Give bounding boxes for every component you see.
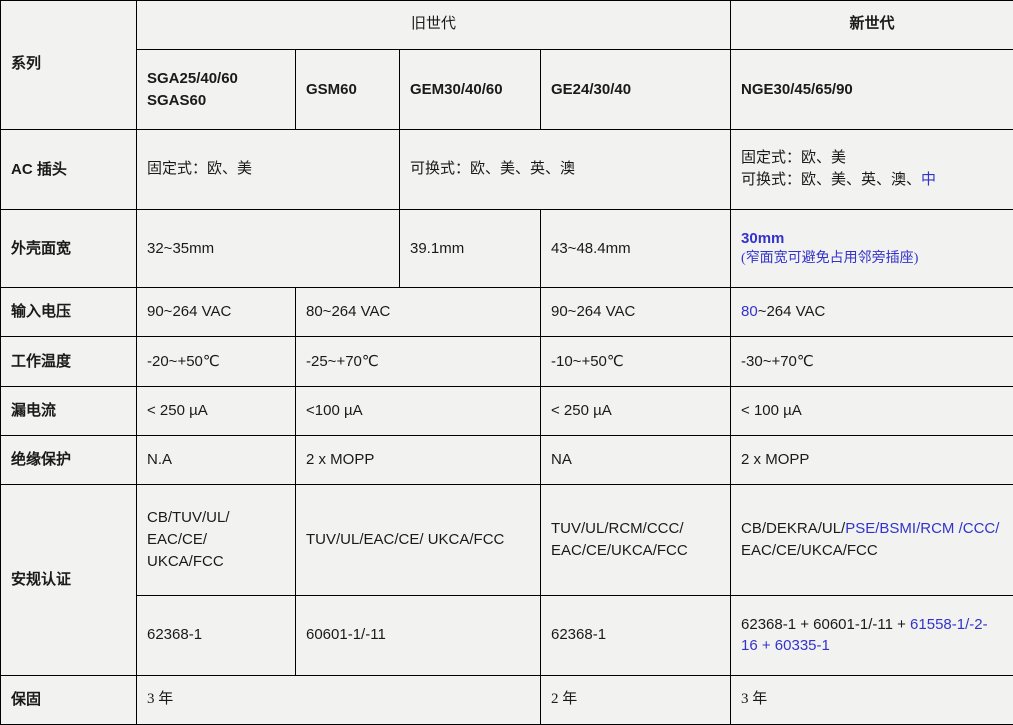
input-voltage-col1: 90~264 VAC: [136, 287, 296, 338]
standards-col23: 60601-1/-11: [295, 594, 541, 676]
standards-col1: 62368-1: [136, 594, 296, 676]
safety-cert-new-gen-part1: CB/DEKRA/UL/: [741, 520, 846, 538]
table-row-insulation: 绝缘保护 N.A 2 x MOPP NA 2 x MOPP: [0, 434, 1013, 485]
row-label-leakage-current: 漏电流: [0, 385, 137, 436]
operating-temp-new-gen: -30~+70℃: [730, 336, 1013, 387]
table-row-leakage-current: 漏电流 < 250 µA <100 µA < 250 µA < 100 µA: [0, 385, 1013, 436]
input-voltage-new-gen-min: 80: [741, 303, 758, 321]
table-row-generation-header: 系列 旧世代 新世代: [0, 0, 1013, 131]
standards-new-gen-base: 62368-1 + 60601-1/-11 +: [741, 615, 911, 633]
table-row-ac-plug: AC 插头 固定式：欧、美 可换式：欧、美、英、澳 固定式：欧、美 可换式：欧、…: [0, 129, 1013, 211]
model-sga-line1: SGA25/40/60: [147, 69, 238, 87]
case-width-new-gen-value: 30mm: [741, 229, 785, 247]
safety-cert-col23: TUV/UL/EAC/CE/ UKCA/FCC: [295, 483, 541, 596]
ac-plug-old-right: 可换式：欧、美、英、澳: [398, 129, 732, 211]
model-sga-line2: SGAS60: [147, 91, 207, 109]
input-voltage-new-gen-rest: ~264 VAC: [757, 303, 826, 321]
case-width-col12: 32~35mm: [136, 209, 400, 289]
warranty-new-gen: 3 年: [730, 674, 1013, 725]
model-nge-series: NGE30/45/65/90: [730, 49, 1013, 131]
operating-temp-col23: -25~+70℃: [295, 336, 541, 387]
ac-plug-new-gen-interchangeable: 可换式：欧、美、英、澳、中: [741, 170, 1003, 192]
header-series-label: 系列: [0, 0, 137, 131]
table-row-model-names: SGA25/40/60 SGAS60 GSM60 GEM30/40/60 GE2…: [1, 49, 1013, 131]
leakage-current-new-gen: < 100 µA: [730, 385, 1013, 436]
ac-plug-new-gen-fixed: 固定式：欧、美: [741, 149, 847, 166]
leakage-current-col1: < 250 µA: [136, 385, 296, 436]
row-label-case-width: 外壳面宽: [0, 209, 137, 289]
note-paren-open: (: [741, 251, 746, 267]
note-text: 窄面宽可避免占用邻旁插座: [745, 251, 914, 267]
model-gem-series: GEM30/40/60: [399, 49, 541, 131]
model-sga-series: SGA25/40/60 SGAS60: [136, 49, 296, 131]
table-row-case-width: 外壳面宽 32~35mm 39.1mm 43~48.4mm 30mm (窄面宽可…: [0, 209, 1013, 289]
model-ge-series: GE24/30/40: [539, 49, 732, 131]
row-label-operating-temp: 工作温度: [0, 336, 137, 387]
table-row-warranty: 保固 3 年 2 年 3 年: [0, 674, 1013, 725]
input-voltage-col4: 90~264 VAC: [539, 287, 732, 338]
row-label-ac-plug: AC 插头: [0, 129, 137, 211]
row-label-insulation: 绝缘保护: [0, 434, 137, 485]
insulation-new-gen: 2 x MOPP: [730, 434, 1013, 485]
header-old-generation: 旧世代: [135, 0, 732, 51]
insulation-col1: N.A: [136, 434, 296, 485]
standards-new-gen: 62368-1 + 60601-1/-11 + 61558-1/-2-16 + …: [730, 594, 1013, 676]
operating-temp-col4: -10~+50℃: [539, 336, 732, 387]
case-width-new-gen-note: (窄面宽可避免占用邻旁插座): [741, 249, 1003, 269]
standards-new-gen-added: 61558-1/-2-16 + 60335-1: [741, 615, 988, 655]
safety-cert-new-gen: CB/DEKRA/UL/PSE/BSMI/RCM /CCC/ EAC/CE/UK…: [730, 483, 1013, 596]
ac-plug-new-gen-region-china: 中: [921, 171, 937, 188]
table-row-safety-cert: 安规认证 CB/TUV/UL/ EAC/CE/ UKCA/FCC TUV/UL/…: [0, 483, 1013, 676]
case-width-new-gen: 30mm (窄面宽可避免占用邻旁插座): [730, 209, 1013, 289]
warranty-col4: 2 年: [539, 674, 732, 725]
table-row-input-voltage: 输入电压 90~264 VAC 80~264 VAC 90~264 VAC 80…: [0, 287, 1013, 338]
safety-cert-new-gen-highlight: PSE/BSMI/RCM /CCC/: [845, 520, 1000, 538]
standards-col4: 62368-1: [539, 594, 732, 676]
safety-cert-new-gen-part2: EAC/CE/UKCA/FCC: [741, 541, 878, 559]
warranty-col123: 3 年: [136, 674, 541, 725]
case-width-col4: 43~48.4mm: [539, 209, 732, 289]
row-label-safety-cert: 安规认证: [0, 483, 137, 676]
row-label-warranty: 保固: [0, 674, 137, 725]
ac-plug-new-gen: 固定式：欧、美 可换式：欧、美、英、澳、中: [730, 129, 1013, 211]
note-paren-close: ): [913, 251, 919, 267]
insulation-col23: 2 x MOPP: [295, 434, 541, 485]
leakage-current-col23: <100 µA: [295, 385, 541, 436]
case-width-col3: 39.1mm: [399, 209, 541, 289]
safety-cert-col1: CB/TUV/UL/ EAC/CE/ UKCA/FCC: [136, 483, 296, 596]
operating-temp-col1: -20~+50℃: [136, 336, 296, 387]
header-new-generation: 新世代: [730, 0, 1013, 51]
safety-cert-col4: TUV/UL/RCM/CCC/ EAC/CE/UKCA/FCC: [539, 483, 732, 596]
model-gsm60: GSM60: [295, 49, 400, 131]
input-voltage-new-gen: 80~264 VAC: [730, 287, 1013, 338]
table-row-operating-temp: 工作温度 -20~+50℃ -25~+70℃ -10~+50℃ -30~+70℃: [0, 336, 1013, 387]
ac-plug-old-left: 固定式：欧、美: [136, 129, 400, 211]
input-voltage-col23: 80~264 VAC: [295, 287, 541, 338]
table-row-standards: 62368-1 60601-1/-11 62368-1 62368-1 + 60…: [1, 594, 1013, 676]
row-label-input-voltage: 输入电压: [0, 287, 137, 338]
insulation-col4: NA: [539, 434, 732, 485]
leakage-current-col4: < 250 µA: [539, 385, 732, 436]
ac-plug-new-gen-regions: 可换式：欧、美、英、澳、: [741, 171, 922, 188]
